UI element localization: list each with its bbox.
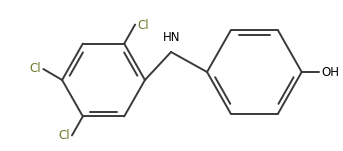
Text: Cl: Cl xyxy=(30,63,42,76)
Text: Cl: Cl xyxy=(58,129,70,142)
Text: HN: HN xyxy=(163,31,181,44)
Text: OH: OH xyxy=(321,66,340,79)
Text: Cl: Cl xyxy=(137,19,149,32)
